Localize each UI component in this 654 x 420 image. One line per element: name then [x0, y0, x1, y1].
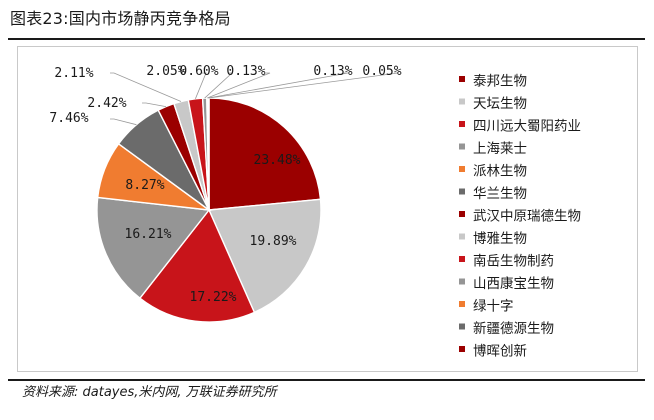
leader-line [195, 72, 207, 99]
legend: 泰邦生物天坛生物四川远大蜀阳药业上海莱士派林生物华兰生物武汉中原瑞德生物博雅生物… [459, 74, 581, 360]
leader-line [208, 72, 349, 99]
legend-swatch [459, 188, 465, 195]
legend-swatch [459, 323, 465, 330]
legend-swatch [459, 278, 465, 285]
legend-label: 泰邦生物 [473, 74, 527, 90]
legend-swatch [459, 98, 465, 105]
legend-label: 上海莱士 [473, 141, 527, 157]
pie-slice [96, 196, 211, 300]
legend-swatch [459, 233, 465, 240]
leader-lines [110, 72, 399, 126]
slice-label: 0.13% [313, 64, 352, 79]
pie-slice [207, 198, 322, 314]
legend-swatch [459, 76, 465, 82]
slice-label: 8.27% [125, 178, 164, 193]
slice-label: 0.60% [179, 64, 218, 79]
footer-divider [8, 379, 645, 381]
pie-slice [138, 208, 256, 323]
legend-label: 博晖创新 [473, 343, 527, 360]
legend-label: 绿十字 [473, 299, 514, 315]
legend-label: 派林生物 [473, 164, 527, 180]
figure-title: 图表23:国内市场静丙竞争格局 [10, 9, 231, 28]
legend-label: 新疆德源生物 [473, 321, 554, 337]
slice-label: 17.22% [190, 290, 237, 305]
chart-frame: 23.48% 19.89% 17.22% 16.21% 8.27% 7.46% 2.42% 2… [17, 46, 638, 372]
pie-slice [208, 97, 322, 211]
legend-swatch [459, 301, 465, 307]
source-note: 资料来源: datayes,米内网, 万联证券研究所 [22, 385, 277, 400]
leader-line [110, 118, 137, 126]
legend-swatch [459, 211, 465, 217]
slice-label: 2.05% [146, 64, 185, 79]
legend-swatch [459, 346, 465, 352]
legend-swatch [459, 143, 465, 150]
slice-label: 23.48% [254, 153, 301, 168]
legend-label: 山西康宝生物 [473, 275, 554, 292]
leader-line [208, 72, 399, 99]
legend-swatch [459, 256, 465, 262]
slice-label: 19.89% [250, 234, 297, 249]
slice-label: 0.13% [226, 64, 265, 79]
legend-label: 天坛生物 [473, 96, 527, 112]
slice-label: 7.46% [49, 111, 88, 126]
leader-line [204, 72, 234, 99]
leader-line [110, 72, 182, 102]
leader-line [142, 102, 167, 107]
legend-label: 博雅生物 [473, 230, 527, 247]
slice-label: 2.42% [87, 96, 126, 111]
legend-label: 华兰生物 [473, 186, 527, 202]
slice-label: 16.21% [125, 227, 172, 242]
leader-line [207, 72, 271, 99]
title-divider [8, 38, 645, 40]
legend-swatch [459, 166, 465, 172]
slice-label: 0.05% [362, 64, 401, 79]
slice-labels: 23.48% 19.89% 17.22% 16.21% 8.27% 7.46%2.42% 2… [49, 64, 401, 305]
pie-slices [96, 97, 322, 323]
legend-swatch [459, 121, 465, 127]
slice-label: 2.11% [54, 66, 93, 81]
legend-label: 四川远大蜀阳药业 [473, 119, 581, 135]
legend-label: 南岳生物制药 [473, 254, 554, 270]
legend-label: 武汉中原瑞德生物 [473, 209, 581, 225]
pie-chart: 23.48% 19.89% 17.22% 16.21% 8.27% 7.46%2.42% 2… [49, 64, 581, 360]
